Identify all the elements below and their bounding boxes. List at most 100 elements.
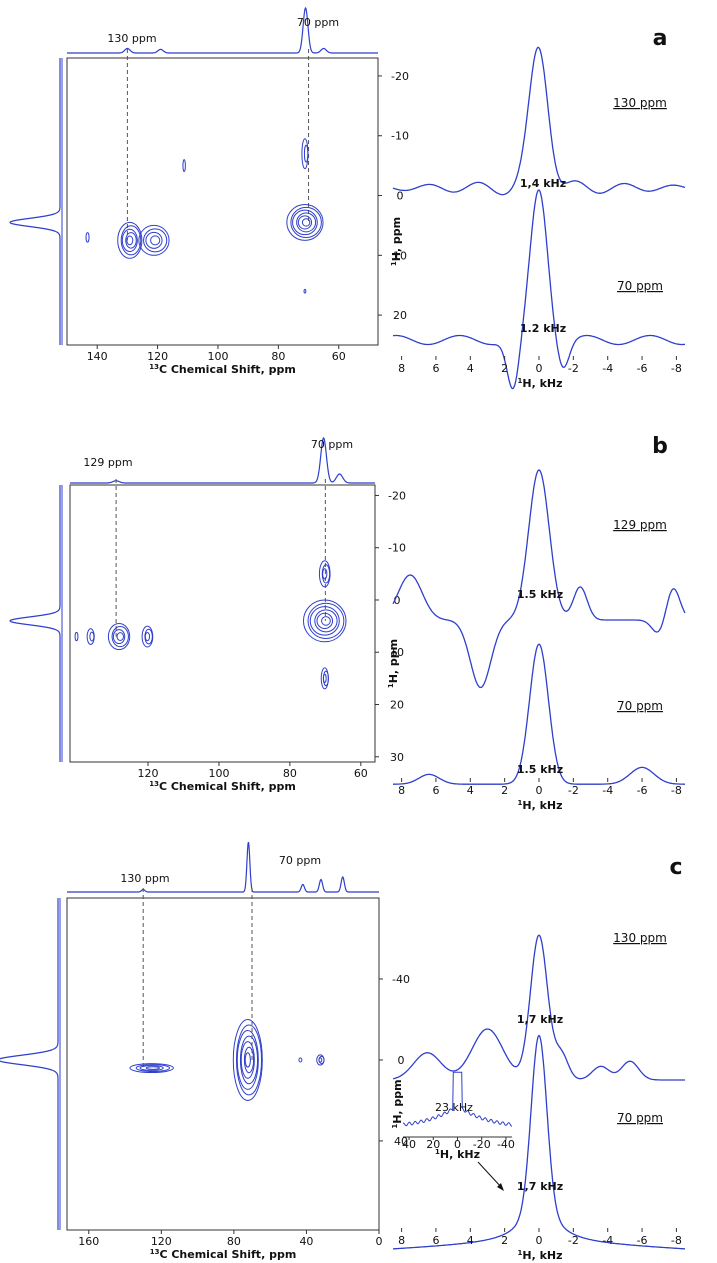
panel-a-frame [66, 57, 379, 346]
panel-c-ylabel-text: H, ppm [391, 1079, 404, 1123]
panel-a-contour [303, 144, 309, 163]
panel-b-rxlabel: 1H, kHz [517, 799, 562, 812]
panel-a-ytick-label: -20 [391, 70, 409, 83]
panel-b-ylabel: 1H, ppm [387, 639, 400, 688]
panel-a-slice-label: 130 ppm [613, 96, 667, 110]
panel-b-xlabel-text: C Chemical Shift, ppm [159, 780, 296, 793]
panel-a-contour [301, 138, 309, 170]
panel-b-rxlabel-sup: 1 [517, 799, 522, 807]
panel-b-rxtick-label: 2 [501, 784, 508, 797]
panel-c-rxtick-label: 0 [536, 1234, 543, 1247]
panel-a-rxtick-label: 4 [467, 362, 474, 375]
panel-a-rxlabel-sup: 1 [517, 377, 522, 385]
panel-b-contour [144, 628, 153, 645]
panel-a-rxtick-label: -8 [671, 362, 682, 375]
panel-c-contour [236, 1030, 259, 1090]
panel-c-frame [66, 897, 380, 1231]
panel-b-contour [314, 609, 338, 633]
panel-a-ylabel-sup: 1 [390, 261, 398, 266]
panel-a-xlabel-text: C Chemical Shift, ppm [159, 363, 296, 376]
panel-a-slice-label: 70 ppm [617, 279, 663, 293]
panel-a-rxtick-label: 6 [432, 362, 439, 375]
panel-a-contour [85, 232, 90, 243]
panel-c-left-projection [0, 898, 59, 1230]
panel-b-xlabel-sup: 13 [149, 780, 159, 788]
panel-b-top-projection [70, 437, 375, 484]
panel-b-contour [86, 628, 95, 645]
panel-a-contour [303, 288, 307, 294]
panel-b-xtick-label: 60 [354, 767, 368, 780]
panel-b-contour [74, 631, 79, 642]
panel-b-ytick-label: -10 [388, 542, 406, 555]
panel-c-rxtick-label: 6 [432, 1234, 439, 1247]
panel-a-contour [145, 231, 163, 249]
panel-c-rxtick-label: 2 [501, 1234, 508, 1247]
panel-c-slice-label: 70 ppm [617, 1111, 663, 1125]
panel-b-top-label: 129 ppm [83, 456, 132, 469]
panel-c-rxlabel-sup: 1 [517, 1249, 522, 1257]
panel-c-contour [239, 1035, 259, 1085]
panel-b-rxtick-label: -8 [671, 784, 682, 797]
panel-a-top-label: 70 ppm [297, 16, 339, 29]
panel-a-slice-trace [392, 46, 686, 196]
panel-c-rxlabel-text: H, kHz [522, 1249, 562, 1262]
panel-b-contour [316, 612, 334, 630]
panel-b-rxtick-label: 4 [467, 784, 474, 797]
panel-b-ytick-label: 30 [390, 751, 404, 764]
panel-c-ytick-label: 0 [398, 1054, 405, 1067]
panel-a-contour [150, 235, 161, 246]
panel-b-ylabel-text: H, ppm [387, 639, 400, 683]
panel-a-contour [292, 209, 318, 236]
panel-a-xtick-label: 100 [207, 350, 228, 363]
inset-xlabel: 1H, kHz [435, 1148, 480, 1161]
panel-c-rxtick-label: 8 [398, 1234, 405, 1247]
panel-c-top-projection [67, 841, 379, 893]
panel-b-contour [321, 616, 331, 626]
panel-b-rxlabel-text: H, kHz [522, 799, 562, 812]
panel-a-rxlabel-text: H, kHz [522, 377, 562, 390]
panel-c-xtick-label: 0 [376, 1235, 383, 1248]
panel-c-xlabel: 13C Chemical Shift, ppm [150, 1248, 297, 1261]
panel-c-xtick-label: 80 [227, 1235, 241, 1248]
panel-c-contour [244, 1052, 251, 1068]
panel-b-rxtick-label: 0 [536, 784, 543, 797]
panel-a-rxtick-label: 0 [536, 362, 543, 375]
panel-b-xtick-label: 120 [138, 767, 159, 780]
panel-a-left-projection [9, 58, 61, 345]
panel-a-xtick-label: 120 [147, 350, 168, 363]
panel-a-rxtick-label: -2 [568, 362, 579, 375]
panel-a-contour [296, 212, 317, 233]
panel-a-contour [117, 221, 143, 259]
panel-a-rxtick-label: 2 [501, 362, 508, 375]
panel-a-width-label: 1,4 kHz [520, 177, 566, 190]
panel-c-rxtick-label: -4 [602, 1234, 613, 1247]
panel-b-contour [322, 568, 328, 580]
panel-b-rxtick-label: -2 [568, 784, 579, 797]
panel-c-width-label: 1,7 kHz [517, 1180, 563, 1193]
panel-b-slice-label: 129 ppm [613, 518, 667, 532]
panel-a-top-projection [67, 6, 378, 54]
panel-a-ylabel: 1H, ppm [390, 217, 403, 266]
panel-b-contour [307, 602, 345, 639]
panel-a-contour [297, 215, 313, 230]
panel-b-ytick-label: 0 [394, 594, 401, 607]
panel-c-top-label: 70 ppm [279, 854, 321, 867]
inset-xlabel-text: H, kHz [440, 1148, 480, 1161]
panel-c-rxtick-label: -8 [671, 1234, 682, 1247]
panel-c-slice-trace [392, 934, 685, 1081]
panel-a-top-label: 130 ppm [107, 32, 156, 45]
panel-a-ytick-label: -10 [391, 130, 409, 143]
inset-xtick-label: -40 [497, 1138, 515, 1151]
panel-c-contour [298, 1057, 303, 1063]
panel-a-rxtick-label: -6 [637, 362, 648, 375]
panel-a-contour [301, 218, 311, 227]
inset-width-label: 23 kHz [435, 1101, 473, 1114]
inset-xtick-label: 40 [402, 1138, 416, 1151]
panel-b-ytick-label: 20 [390, 699, 404, 712]
panel-b-contour [321, 564, 331, 584]
panel-a-slice-trace [392, 189, 686, 390]
inset-xtick-label: -20 [473, 1138, 491, 1151]
panel-b-xtick-label: 80 [283, 767, 297, 780]
panel-c-xtick-label: 40 [299, 1235, 313, 1248]
panel-b-width-label: 1.5 kHz [517, 763, 563, 776]
